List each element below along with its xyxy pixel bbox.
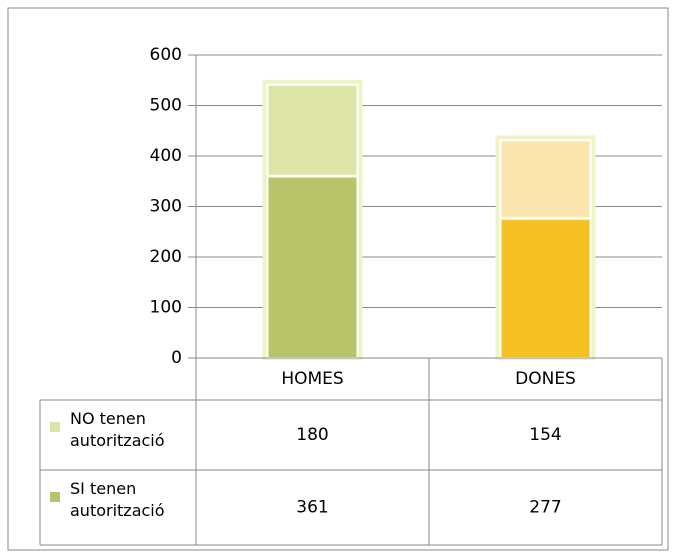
- table-value: 361: [296, 498, 328, 518]
- table-value: 154: [529, 425, 561, 445]
- y-tick-label: 400: [150, 146, 182, 166]
- legend-entry-box: SI tenen autorització: [70, 479, 165, 520]
- bar: [499, 139, 592, 220]
- y-tick-label: 100: [150, 298, 182, 318]
- table-value: 180: [296, 425, 328, 445]
- y-tick-label: 200: [150, 247, 182, 267]
- table-value: 277: [529, 498, 561, 518]
- y-tick-label: 300: [150, 197, 182, 217]
- bar: [499, 217, 592, 359]
- legend-entry: NO tenen autorització: [70, 409, 165, 450]
- y-tick-label: 0: [171, 348, 182, 368]
- legend-entry-box: NO tenen autorització: [70, 409, 165, 450]
- x-tick-label: DONES: [515, 369, 576, 389]
- bar: [266, 83, 359, 177]
- x-tick-label: HOMES: [281, 369, 343, 389]
- legend-key: [50, 492, 60, 502]
- y-tick-label: 600: [150, 45, 182, 65]
- legend-key: [50, 422, 60, 432]
- legend-entry: SI tenen autorització: [70, 479, 165, 520]
- bar: [266, 174, 359, 359]
- y-tick-label: 500: [150, 96, 182, 116]
